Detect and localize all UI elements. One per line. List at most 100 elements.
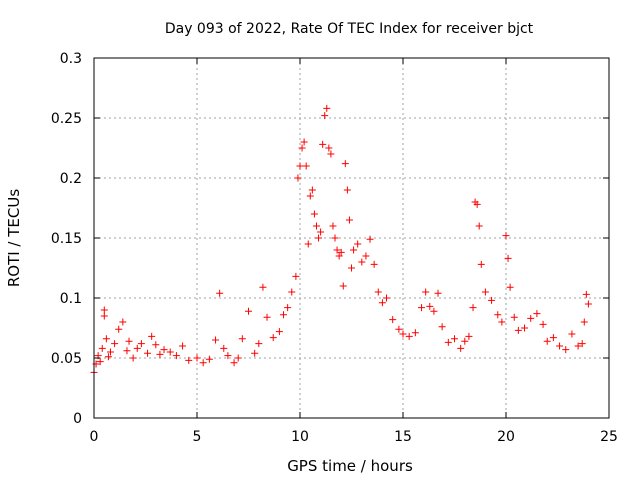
data-point-marker [494, 311, 502, 319]
x-tick-label: 20 [497, 429, 515, 445]
data-point-marker [411, 329, 419, 337]
data-point-marker [469, 304, 477, 312]
data-point-marker [205, 355, 213, 363]
x-tick-label: 5 [193, 429, 202, 445]
data-point-marker [539, 320, 547, 328]
y-tick-label: 0.3 [60, 51, 82, 67]
data-point-marker [144, 349, 152, 357]
data-point-marker [259, 283, 267, 291]
data-point-marker [343, 186, 351, 194]
data-point-marker [473, 200, 481, 208]
data-point-marker [100, 306, 108, 314]
data-point-marker [578, 340, 586, 348]
data-point-marker [255, 340, 263, 348]
data-point-marker [488, 296, 496, 304]
data-point-marker [216, 289, 224, 297]
data-point-marker [234, 354, 242, 362]
data-point-marker [339, 282, 347, 290]
data-point-marker [302, 162, 310, 170]
data-point-marker [129, 354, 137, 362]
data-point-marker [156, 350, 164, 358]
data-point-marker [329, 222, 337, 230]
data-point-marker [465, 332, 473, 340]
data-point-marker [504, 254, 512, 262]
data-point-marker [350, 246, 358, 254]
data-point-marker [498, 318, 506, 326]
y-tick-label: 0.1 [60, 291, 82, 307]
data-point-marker [312, 222, 320, 230]
data-point-marker [354, 240, 362, 248]
data-point-marker [275, 328, 283, 336]
axis-ticks: 0 5 10 15 20 25 0 0.05 0.1 0.15 0.2 0.25 0.3 [51, 51, 618, 445]
x-axis-label: GPS time / hours [287, 457, 413, 475]
data-point-marker [378, 299, 386, 307]
data-point-marker [457, 344, 465, 352]
data-point-marker [199, 359, 207, 367]
data-point-marker [251, 349, 259, 357]
data-point-marker [335, 252, 343, 260]
data-point-marker [288, 288, 296, 296]
data-point-marker [426, 302, 434, 310]
data-point-marker [362, 252, 370, 260]
data-point-marker [193, 354, 201, 362]
data-point-marker [284, 304, 292, 312]
data-point-marker [370, 260, 378, 268]
data-point-marker [434, 289, 442, 297]
data-point-marker [125, 337, 133, 345]
data-point-marker [405, 332, 413, 340]
data-point-marker [549, 334, 557, 342]
data-point-marker [317, 228, 325, 236]
data-point-marker [418, 304, 426, 312]
x-tick-label: 15 [394, 429, 412, 445]
data-point-marker [104, 353, 112, 361]
data-point-marker [543, 337, 551, 345]
data-point-marker [111, 340, 119, 348]
data-point-marker [568, 330, 576, 338]
data-point-marker [245, 307, 252, 315]
data-point-marker [179, 342, 187, 350]
data-point-marker [527, 314, 535, 322]
data-point-marker [133, 344, 141, 352]
data-point-marker [160, 346, 168, 354]
x-tick-label: 25 [600, 429, 618, 445]
data-point-marker [115, 325, 123, 333]
data-point-marker [444, 338, 452, 346]
data-point-marker [166, 348, 174, 356]
data-point-marker [502, 232, 510, 240]
data-point-marker [345, 216, 353, 224]
data-point-marker [521, 324, 529, 332]
data-point-marker [510, 313, 518, 321]
data-point-marker [358, 258, 366, 266]
grid-lines [94, 58, 609, 418]
data-point-marker [422, 288, 430, 296]
data-point-marker [123, 347, 131, 355]
data-point-marker [506, 283, 514, 291]
data-point-marker [310, 210, 318, 218]
data-point-marker [238, 335, 246, 343]
data-point-marker [580, 318, 588, 326]
data-point-marker [185, 356, 193, 364]
data-point-marker [263, 313, 271, 321]
data-point-marker [399, 330, 407, 338]
data-point-marker [325, 144, 333, 152]
data-point-marker [451, 335, 458, 343]
data-point-marker [574, 342, 582, 350]
data-point-marker [304, 240, 312, 248]
data-point-marker [395, 325, 403, 333]
data-point-marker [475, 222, 483, 230]
data-point-marker [280, 311, 288, 319]
y-tick-label: 0.05 [51, 351, 82, 367]
data-point-marker [106, 348, 114, 356]
data-points [90, 104, 592, 376]
data-point-marker [389, 316, 397, 324]
data-point-marker [461, 337, 469, 345]
data-point-marker [96, 358, 104, 366]
data-point-marker [224, 352, 232, 360]
data-point-marker [294, 174, 302, 182]
data-point-marker [152, 341, 160, 349]
x-tick-label: 0 [90, 429, 99, 445]
y-tick-label: 0 [73, 411, 82, 427]
data-point-marker [514, 326, 522, 334]
